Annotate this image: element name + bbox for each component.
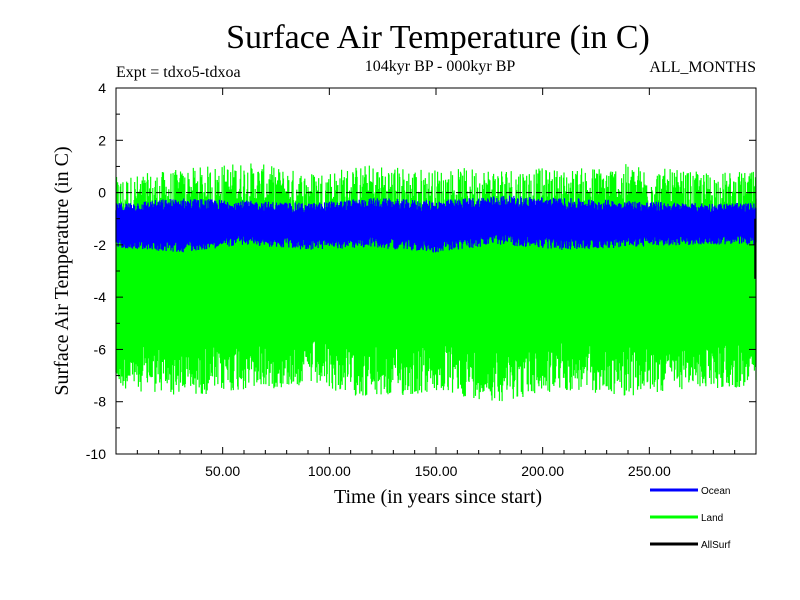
chart-title: Surface Air Temperature (in C): [226, 19, 650, 56]
y-tick-label: -8: [94, 394, 107, 410]
y-tick-label: -2: [94, 237, 107, 253]
x-tick-label: 250.00: [628, 463, 671, 479]
y-tick-label: -10: [86, 446, 106, 462]
y-tick-label: 2: [98, 132, 106, 148]
y-tick-label: -4: [94, 289, 107, 305]
x-tick-label: 50.00: [205, 463, 240, 479]
experiment-label: Expt = tdxo5-tdxoa: [116, 64, 241, 81]
chart-subtitle: 104kyr BP - 000kyr BP: [365, 58, 516, 75]
legend: Ocean Land AllSurf: [650, 486, 731, 551]
x-tick-label: 150.00: [415, 463, 458, 479]
y-tick-label: 4: [98, 80, 106, 96]
x-tick-label: 100.00: [308, 463, 351, 479]
x-tick-label: 200.00: [521, 463, 564, 479]
legend-label-ocean: Ocean: [701, 486, 730, 497]
legend-label-allsurf: AllSurf: [701, 540, 731, 551]
period-label: ALL_MONTHS: [649, 59, 756, 76]
legend-label-land: Land: [701, 513, 723, 524]
x-axis-label: Time (in years since start): [334, 486, 542, 508]
y-tick-label: -6: [94, 341, 107, 357]
y-tick-label: 0: [98, 185, 106, 201]
axes: -10 -8 -6 -4 -2 0 2 4 50.00 100.00 150.00 200.00 250…: [86, 80, 757, 479]
y-axis-label: Surface Air Temperature (in C): [51, 146, 73, 395]
